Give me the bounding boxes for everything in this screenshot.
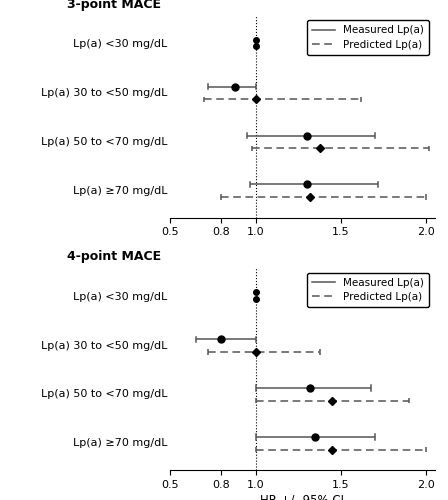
Text: 4-point MACE: 4-point MACE [67, 250, 161, 264]
Text: Lp(a) 50 to <70 mg/dL: Lp(a) 50 to <70 mg/dL [41, 390, 168, 400]
Legend: Measured Lp(a), Predicted Lp(a): Measured Lp(a), Predicted Lp(a) [307, 20, 429, 55]
X-axis label: HR +/- 95% CI: HR +/- 95% CI [260, 494, 345, 500]
Text: Lp(a) 50 to <70 mg/dL: Lp(a) 50 to <70 mg/dL [41, 137, 168, 147]
Text: Lp(a) 30 to <50 mg/dL: Lp(a) 30 to <50 mg/dL [41, 340, 168, 350]
Text: Lp(a) 30 to <50 mg/dL: Lp(a) 30 to <50 mg/dL [41, 88, 168, 98]
Legend: Measured Lp(a), Predicted Lp(a): Measured Lp(a), Predicted Lp(a) [307, 272, 429, 308]
Text: 3-point MACE: 3-point MACE [67, 0, 161, 11]
Text: Lp(a) <30 mg/dL: Lp(a) <30 mg/dL [73, 40, 168, 50]
Text: Lp(a) ≥70 mg/dL: Lp(a) ≥70 mg/dL [73, 186, 168, 196]
Text: Lp(a) ≥70 mg/dL: Lp(a) ≥70 mg/dL [73, 438, 168, 448]
Text: Lp(a) <30 mg/dL: Lp(a) <30 mg/dL [73, 292, 168, 302]
